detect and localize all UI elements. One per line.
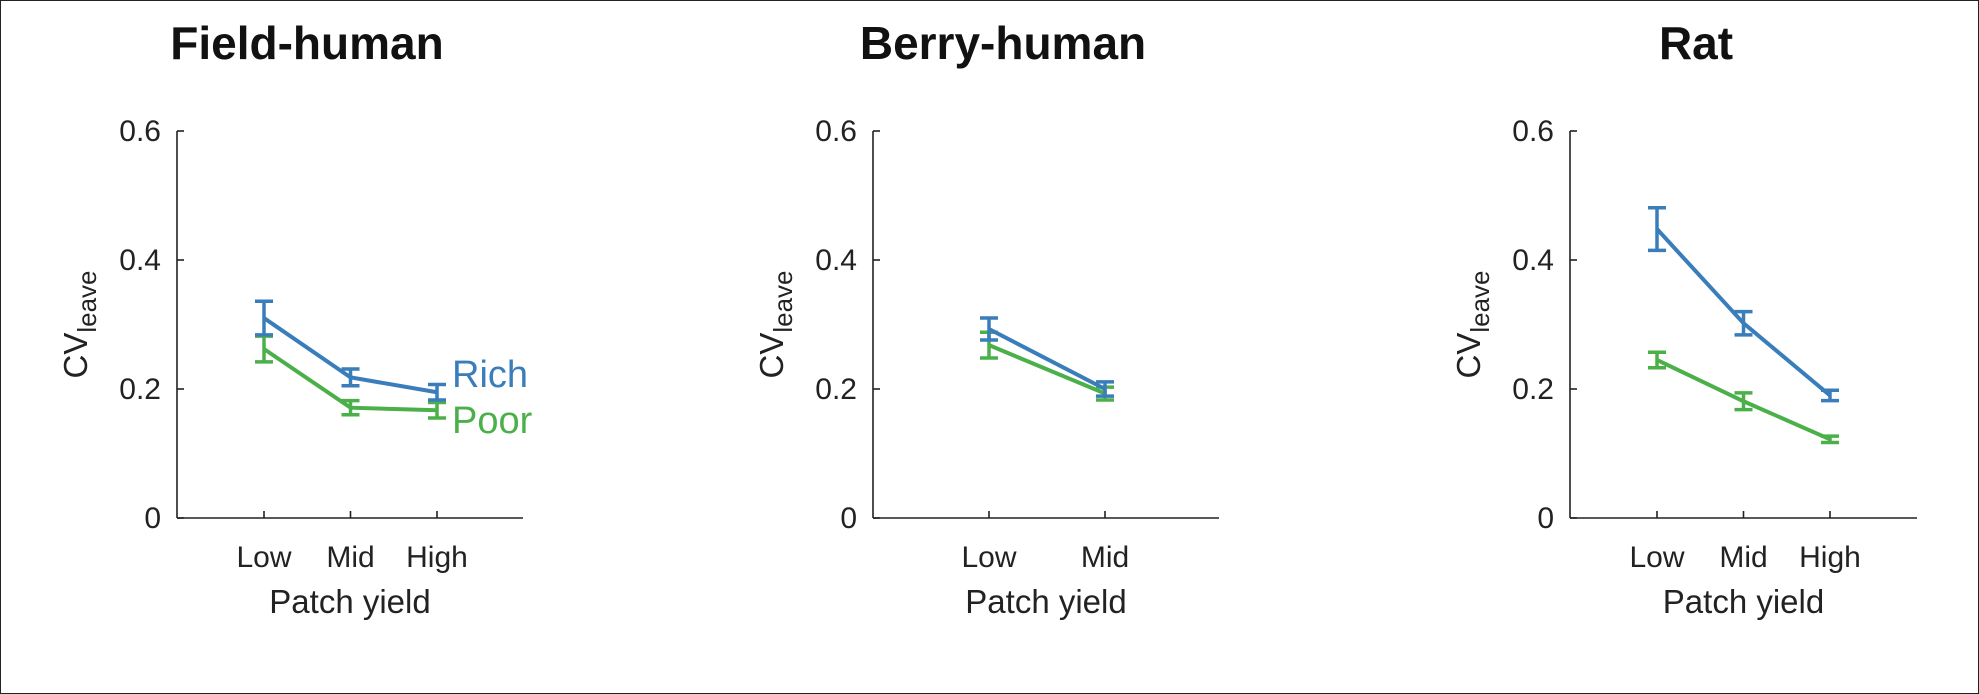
x-tick-label: Low <box>236 541 291 574</box>
y-tick-label: 0.4 <box>1512 244 1554 277</box>
y-axis-label-main: CV <box>57 333 94 379</box>
x-tick-label: High <box>406 541 468 574</box>
panel-1: Field-human 0 0.2 0.4 0.6 Low Mid High Patch yie… <box>57 17 533 620</box>
panel-3: Rat 0 0.2 0.4 0.6 Low Mid High Patch yield CVleav… <box>1450 17 1917 620</box>
y-tick-label: 0.2 <box>815 373 857 406</box>
y-tick-label: 0.6 <box>119 115 161 148</box>
x-axis-label: Patch yield <box>269 583 430 620</box>
series-line-rich <box>988 327 1106 391</box>
y-axis-label-subscript: leave <box>768 271 798 333</box>
y-tick-label: 0 <box>144 502 161 535</box>
y-tick-label: 0 <box>1537 502 1554 535</box>
y-axis-label-main: CV <box>1450 333 1487 379</box>
panel-2: Berry-human 0 0.2 0.4 0.6 Low Mid Patch yield CV… <box>753 17 1219 620</box>
y-axis-label-subscript: leave <box>72 271 102 333</box>
y-tick-label: 0.2 <box>119 373 161 406</box>
y-tick-label: 0.2 <box>1512 373 1554 406</box>
series-line-poor <box>988 343 1106 396</box>
legend-rich: Rich <box>452 354 528 396</box>
x-tick-label: Mid <box>1081 541 1129 574</box>
x-tick-label: Mid <box>326 541 374 574</box>
y-axis-label: CVleave <box>753 271 798 379</box>
y-axis-label-subscript: leave <box>1465 271 1495 333</box>
y-tick-label: 0.6 <box>815 115 857 148</box>
y-tick-label: 0 <box>840 502 857 535</box>
x-tick-label: Mid <box>1719 541 1767 574</box>
y-tick-label: 0.4 <box>119 244 161 277</box>
y-axis-label: CVleave <box>1450 271 1495 379</box>
legend-poor: Poor <box>452 400 533 442</box>
x-tick-label: Low <box>961 541 1016 574</box>
y-tick-label: 0.6 <box>1512 115 1554 148</box>
x-axis-label: Patch yield <box>965 583 1126 620</box>
x-tick-label: High <box>1799 541 1861 574</box>
y-tick-label: 0.4 <box>815 244 857 277</box>
x-axis-label: Patch yield <box>1663 583 1824 620</box>
y-axis-label: CVleave <box>57 271 102 379</box>
chart-title: Rat <box>1659 17 1733 69</box>
chart-title: Field-human <box>170 17 443 69</box>
y-axis-label-main: CV <box>753 333 790 379</box>
chart-title: Berry-human <box>860 17 1146 69</box>
x-tick-label: Low <box>1629 541 1684 574</box>
